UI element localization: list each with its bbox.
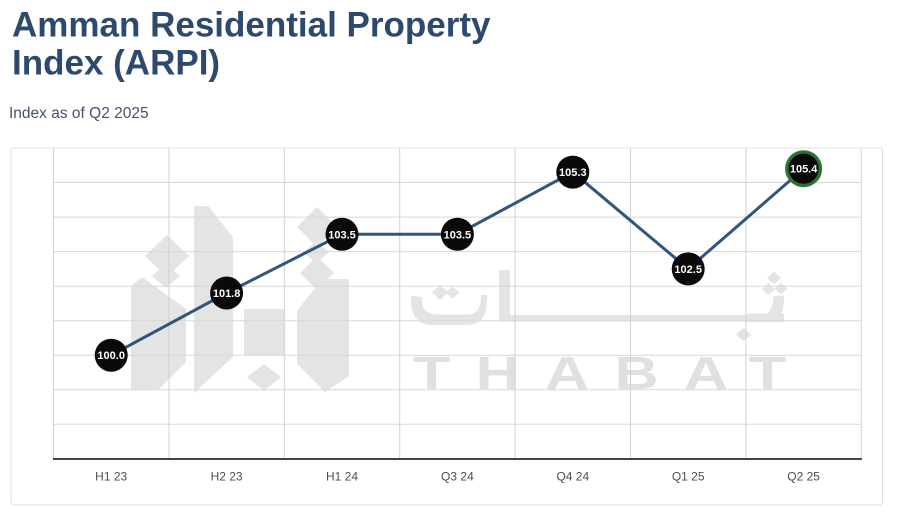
svg-text:Index (ARPI): Index (ARPI) [12,44,220,83]
svg-text:102.5: 102.5 [674,264,702,276]
svg-text:Q2 25: Q2 25 [787,470,820,484]
svg-text:Q1 25: Q1 25 [672,470,705,484]
svg-text:Index as of Q2 2025: Index as of Q2 2025 [9,105,149,122]
svg-text:Q3 24: Q3 24 [441,470,474,484]
svg-text:Q4 24: Q4 24 [556,470,589,484]
svg-text:H1 23: H1 23 [95,470,127,484]
svg-text:THABAT: THABAT [413,348,811,399]
svg-text:105.4: 105.4 [790,164,818,176]
svg-text:H2 23: H2 23 [211,470,243,484]
svg-text:Amman Residential Property: Amman Residential Property [12,5,491,44]
svg-text:H1 24: H1 24 [326,470,358,484]
svg-text:103.5: 103.5 [444,229,472,241]
svg-text:103.5: 103.5 [328,229,356,241]
svg-text:100.0: 100.0 [97,350,125,362]
svg-text:101.8: 101.8 [213,288,241,300]
svg-text:105.3: 105.3 [559,167,587,179]
